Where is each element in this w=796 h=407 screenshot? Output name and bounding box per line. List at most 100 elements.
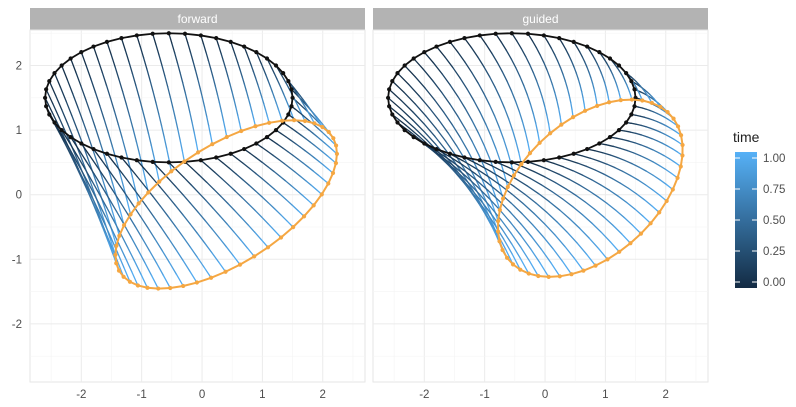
transition-path-segment bbox=[544, 176, 557, 184]
end-point bbox=[135, 283, 141, 288]
start-point bbox=[571, 151, 576, 156]
transition-path-segment bbox=[97, 202, 107, 217]
y-tick-label: -2 bbox=[12, 319, 22, 331]
transition-path-segment bbox=[153, 216, 162, 229]
transition-path-segment bbox=[637, 179, 647, 186]
transition-path-segment bbox=[498, 126, 505, 140]
transition-path-segment bbox=[132, 204, 141, 217]
start-point bbox=[254, 141, 259, 146]
transition-path-segment bbox=[189, 270, 198, 284]
transition-path-segment bbox=[510, 243, 522, 260]
transition-path-segment bbox=[187, 42, 192, 53]
start-point bbox=[585, 44, 590, 49]
transition-path-segment bbox=[652, 174, 661, 181]
transition-path-segment bbox=[641, 107, 647, 110]
transition-path-segment bbox=[123, 266, 131, 283]
transition-path-segment bbox=[199, 87, 204, 99]
transition-path-segment bbox=[152, 195, 162, 207]
transition-path-segment bbox=[594, 208, 605, 218]
transition-path-segment bbox=[520, 223, 533, 238]
transition-path-segment bbox=[106, 41, 112, 55]
transition-path-segment bbox=[174, 225, 184, 238]
panel-guided-start-ring bbox=[385, 31, 638, 165]
transition-path-segment bbox=[248, 184, 257, 192]
transition-path-segment bbox=[259, 90, 263, 98]
transition-path-segment bbox=[279, 175, 287, 182]
transition-path-segment bbox=[569, 218, 581, 230]
transition-path-segment bbox=[494, 86, 501, 99]
transition-path-segment bbox=[652, 161, 661, 167]
transition-path-segment bbox=[606, 202, 617, 211]
end-point bbox=[113, 252, 118, 257]
transition-path-segment bbox=[501, 71, 508, 82]
transition-path-segment bbox=[177, 128, 181, 141]
end-point bbox=[648, 221, 653, 226]
transition-path-segment bbox=[594, 58, 598, 65]
transition-path-segment bbox=[515, 140, 520, 154]
transition-path-segment bbox=[489, 170, 503, 179]
transition-path-segment bbox=[285, 82, 290, 89]
transition-path-segment bbox=[312, 116, 318, 122]
start-point bbox=[624, 120, 629, 125]
end-point bbox=[496, 218, 501, 224]
transition-path-segment bbox=[645, 126, 652, 130]
transition-path-segment bbox=[213, 188, 222, 197]
legend-tick-label: 1.00 bbox=[763, 153, 785, 165]
transition-path-segment bbox=[477, 56, 485, 68]
end-point bbox=[136, 201, 141, 206]
start-point bbox=[52, 71, 57, 76]
transition-path-segment bbox=[510, 90, 517, 102]
transition-path-segment bbox=[214, 85, 219, 95]
start-point bbox=[264, 135, 270, 140]
transition-path-segment bbox=[182, 213, 191, 225]
transition-path-segment bbox=[556, 99, 560, 109]
transition-path-segment bbox=[241, 75, 245, 85]
transition-path-segment bbox=[116, 181, 126, 195]
transition-path-segment bbox=[491, 52, 498, 64]
end-point bbox=[145, 285, 150, 290]
transition-path-segment bbox=[300, 98, 306, 104]
transition-path-segment bbox=[267, 79, 271, 87]
transition-path-segment bbox=[537, 192, 550, 203]
transition-path-segment bbox=[202, 43, 207, 53]
transition-path-segment bbox=[505, 49, 512, 60]
transition-path-segment bbox=[438, 119, 449, 134]
transition-path-segment bbox=[652, 149, 660, 154]
transition-path-segment bbox=[639, 155, 648, 160]
end-point bbox=[312, 121, 317, 126]
end-point bbox=[331, 136, 336, 141]
end-point bbox=[495, 229, 501, 234]
transition-path-segment bbox=[478, 203, 490, 220]
transition-path-segment bbox=[639, 115, 646, 118]
transition-path-segment bbox=[487, 182, 501, 194]
y-tick-label: -1 bbox=[12, 254, 22, 266]
transition-path-segment bbox=[131, 72, 137, 87]
transition-path-segment bbox=[456, 51, 466, 63]
transition-path-segment bbox=[141, 108, 147, 122]
transition-path-segment bbox=[606, 62, 610, 68]
transition-path-segment bbox=[225, 68, 229, 78]
end-point bbox=[311, 203, 316, 208]
transition-path-segment bbox=[114, 65, 120, 80]
transition-path-segment bbox=[622, 170, 632, 177]
start-point bbox=[434, 146, 439, 152]
transition-path-segment bbox=[657, 152, 665, 157]
transition-path-segment bbox=[400, 108, 414, 121]
transition-path-segment bbox=[139, 215, 149, 229]
transition-path-segment bbox=[69, 148, 78, 163]
start-point bbox=[411, 56, 416, 61]
start-point bbox=[632, 104, 637, 109]
transition-path-segment bbox=[105, 84, 112, 99]
transition-path-segment bbox=[84, 182, 93, 198]
transition-path-segment bbox=[161, 250, 170, 263]
end-point bbox=[559, 122, 564, 127]
transition-path-segment bbox=[302, 99, 307, 105]
transition-path-segment bbox=[227, 202, 236, 212]
start-point bbox=[42, 95, 48, 100]
transition-path-segment bbox=[663, 116, 669, 120]
transition-path-segment bbox=[273, 208, 282, 216]
transition-path-segment bbox=[528, 260, 539, 277]
transition-path-segment bbox=[54, 94, 63, 111]
transition-path-segment bbox=[541, 97, 546, 108]
transition-path-segment bbox=[483, 66, 491, 78]
